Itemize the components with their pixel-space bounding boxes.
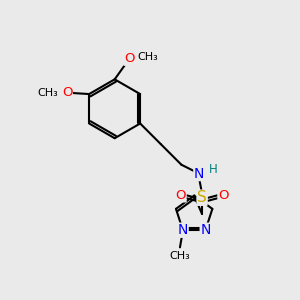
Text: S: S <box>197 190 207 205</box>
Text: N: N <box>194 167 204 181</box>
Text: H: H <box>208 163 217 176</box>
Text: O: O <box>62 86 72 99</box>
Text: CH₃: CH₃ <box>169 251 190 262</box>
Text: CH₃: CH₃ <box>38 88 58 98</box>
Text: N: N <box>178 223 188 237</box>
Text: O: O <box>176 189 186 202</box>
Text: O: O <box>218 189 228 202</box>
Text: O: O <box>124 52 135 65</box>
Text: N: N <box>200 223 211 237</box>
Text: CH₃: CH₃ <box>138 52 158 62</box>
